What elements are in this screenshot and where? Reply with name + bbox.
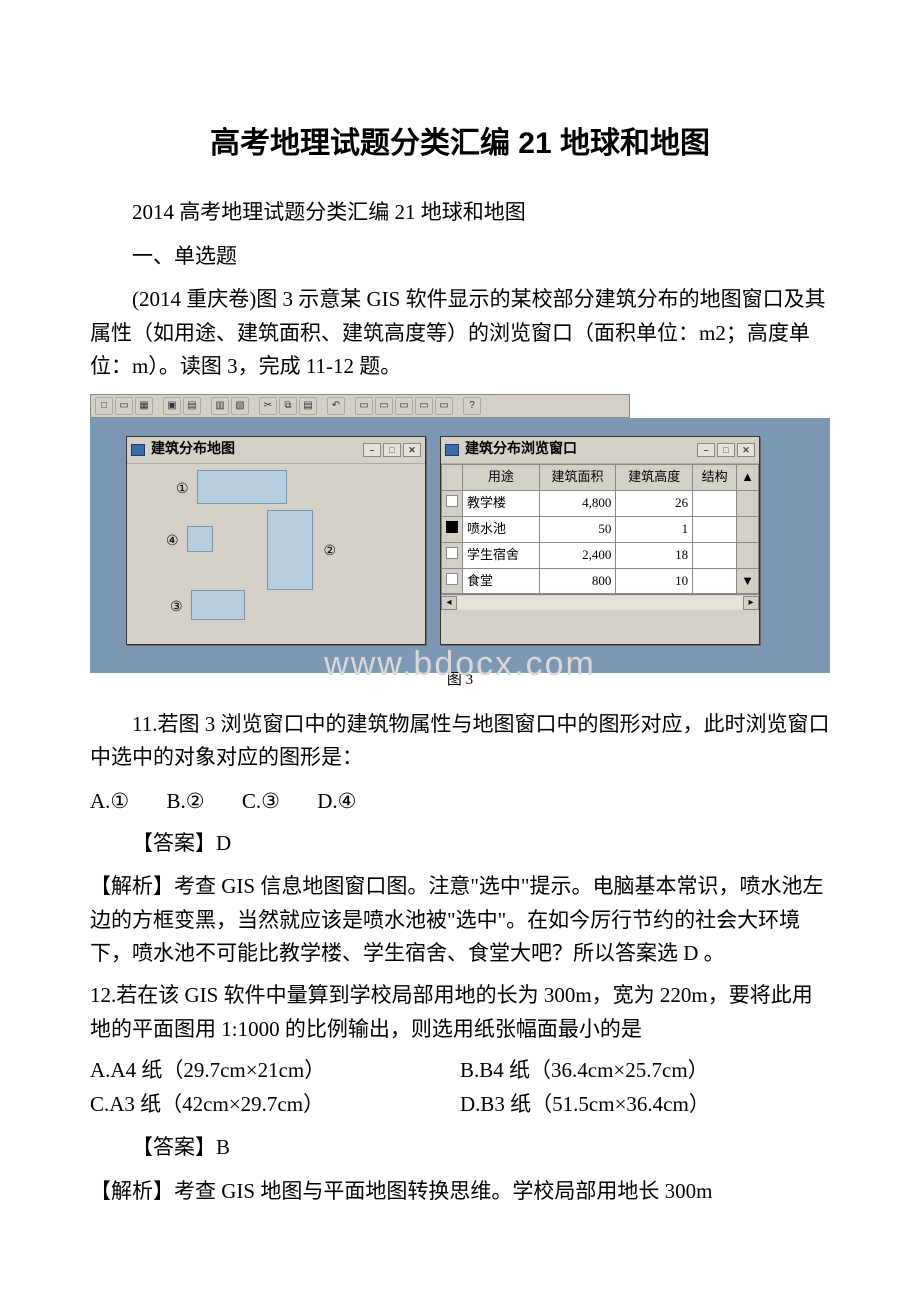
toolbar-btn[interactable]: ▦ (135, 397, 153, 415)
close-icon[interactable]: ✕ (737, 443, 755, 457)
toolbar-btn[interactable]: ▧ (231, 397, 249, 415)
subtitle-line: 2014 高考地理试题分类汇编 21 地球和地图 (90, 196, 830, 230)
building-shape-1[interactable]: ① (197, 470, 287, 504)
cell-area: 800 (539, 568, 616, 594)
shape-label-1: ① (176, 479, 189, 501)
gis-figure: □ ▭ ▦ ▣ ▤ ▥ ▧ ✂ ⧉ ▤ ↶ ▭ ▭ ▭ ▭ ▭ ? 建筑分布地图 (90, 394, 830, 673)
browse-window-title: 建筑分布浏览窗口 (465, 439, 577, 461)
browse-grid: 用途 建筑面积 建筑高度 结构 ▲ 教学楼 4,800 26 (441, 464, 759, 610)
cell-usage: 教学楼 (463, 491, 540, 517)
q11-opt-a: A.① (90, 785, 129, 819)
col-height: 建筑高度 (616, 465, 693, 491)
table-row[interactable]: 喷水池 50 1 (442, 516, 759, 542)
building-shape-3[interactable]: ③ (191, 590, 245, 620)
col-scroll: ▲ (737, 465, 759, 491)
maximize-icon[interactable]: □ (383, 443, 401, 457)
help-icon[interactable]: ? (463, 397, 481, 415)
table-row[interactable]: 学生宿舍 2,400 18 (442, 542, 759, 568)
q12-options: A.A4 纸（29.7cm×21cm） B.B4 纸（36.4cm×25.7cm… (90, 1054, 830, 1121)
building-shape-2[interactable]: ② (267, 510, 313, 590)
q12-explanation: 【解析】考查 GIS 地图与平面地图转换思维。学校局部用地长 300m (90, 1175, 830, 1209)
map-canvas: ① ④ ② ③ (127, 464, 425, 644)
shape-label-2: ② (323, 541, 336, 563)
table-row[interactable]: 教学楼 4,800 26 (442, 491, 759, 517)
horizontal-scrollbar[interactable]: ◂ ▸ (441, 594, 759, 610)
cut-icon[interactable]: ✂ (259, 397, 277, 415)
scroll-left-icon[interactable]: ◂ (441, 596, 457, 610)
row-select-box[interactable] (446, 573, 458, 585)
cell-height: 18 (616, 542, 693, 568)
figure-caption: 图 3 (90, 668, 830, 692)
toolbar-btn[interactable]: ▭ (115, 397, 133, 415)
col-struct: 结构 (693, 465, 737, 491)
toolbar-btn[interactable]: ▭ (375, 397, 393, 415)
close-icon[interactable]: ✕ (403, 443, 421, 457)
table-row[interactable]: 食堂 800 10 ▼ (442, 568, 759, 594)
q11-opt-c: C.③ (242, 785, 280, 819)
shape-label-3: ③ (170, 597, 183, 619)
row-select-box[interactable] (446, 495, 458, 507)
q12-answer: 【答案】B (90, 1131, 830, 1165)
toolbar-btn[interactable]: ▭ (355, 397, 373, 415)
q12-opt-c: C.A3 纸（42cm×29.7cm） (90, 1088, 460, 1122)
gis-toolbar: □ ▭ ▦ ▣ ▤ ▥ ▧ ✂ ⧉ ▤ ↶ ▭ ▭ ▭ ▭ ▭ ? (90, 394, 630, 418)
col-area: 建筑面积 (539, 465, 616, 491)
cell-usage: 喷水池 (463, 516, 540, 542)
map-window-title: 建筑分布地图 (151, 439, 235, 461)
row-select-box-selected[interactable] (446, 521, 458, 533)
row-select-box[interactable] (446, 547, 458, 559)
cell-usage: 学生宿舍 (463, 542, 540, 568)
cell-area: 4,800 (539, 491, 616, 517)
map-window: 建筑分布地图 – □ ✕ ① ④ ② ③ (126, 436, 426, 645)
gis-mdi-area: 建筑分布地图 – □ ✕ ① ④ ② ③ (90, 418, 830, 673)
q11-text: 11.若图 3 浏览窗口中的建筑物属性与地图窗口中的图形对应，此时浏览窗口中选中… (90, 708, 830, 775)
toolbar-btn[interactable]: ▭ (435, 397, 453, 415)
maximize-icon[interactable]: □ (717, 443, 735, 457)
window-icon (445, 444, 459, 456)
col-mark (442, 465, 463, 491)
toolbar-btn[interactable]: □ (95, 397, 113, 415)
q11-options: A.① B.② C.③ D.④ (90, 785, 830, 819)
q11-opt-b: B.② (167, 785, 205, 819)
question-stem: (2014 重庆卷)图 3 示意某 GIS 软件显示的某校部分建筑分布的地图窗口… (90, 283, 830, 384)
paste-icon[interactable]: ▤ (299, 397, 317, 415)
q11-explanation: 【解析】考查 GIS 信息地图窗口图。注意"选中"提示。电脑基本常识，喷水池左边… (90, 870, 830, 971)
minimize-icon[interactable]: – (697, 443, 715, 457)
toolbar-btn[interactable]: ▤ (183, 397, 201, 415)
cell-area: 50 (539, 516, 616, 542)
building-shape-4[interactable]: ④ (187, 526, 213, 552)
q12-opt-b: B.B4 纸（36.4cm×25.7cm） (460, 1054, 830, 1088)
cell-height: 26 (616, 491, 693, 517)
col-usage: 用途 (463, 465, 540, 491)
cell-height: 10 (616, 568, 693, 594)
scroll-right-icon[interactable]: ▸ (743, 596, 759, 610)
cell-usage: 食堂 (463, 568, 540, 594)
shape-label-4: ④ (166, 531, 179, 553)
toolbar-btn[interactable]: ▭ (395, 397, 413, 415)
toolbar-btn[interactable]: ▣ (163, 397, 181, 415)
toolbar-btn[interactable]: ▭ (415, 397, 433, 415)
copy-icon[interactable]: ⧉ (279, 397, 297, 415)
browse-window-titlebar: 建筑分布浏览窗口 – □ ✕ (441, 437, 759, 464)
map-window-titlebar: 建筑分布地图 – □ ✕ (127, 437, 425, 464)
undo-icon[interactable]: ↶ (327, 397, 345, 415)
q11-opt-d: D.④ (317, 785, 356, 819)
page-title: 高考地理试题分类汇编 21 地球和地图 (90, 120, 830, 168)
q12-text: 12.若在该 GIS 软件中量算到学校局部用地的长为 300m，宽为 220m，… (90, 979, 830, 1046)
browse-window: 建筑分布浏览窗口 – □ ✕ 用途 建筑面积 建筑高度 结构 ▲ (440, 436, 760, 645)
minimize-icon[interactable]: – (363, 443, 381, 457)
section-heading: 一、单选题 (90, 240, 830, 274)
q12-opt-d: D.B3 纸（51.5cm×36.4cm） (460, 1088, 830, 1122)
q11-answer: 【答案】D (90, 827, 830, 861)
q12-opt-a: A.A4 纸（29.7cm×21cm） (90, 1054, 460, 1088)
cell-height: 1 (616, 516, 693, 542)
toolbar-btn[interactable]: ▥ (211, 397, 229, 415)
window-icon (131, 444, 145, 456)
cell-area: 2,400 (539, 542, 616, 568)
